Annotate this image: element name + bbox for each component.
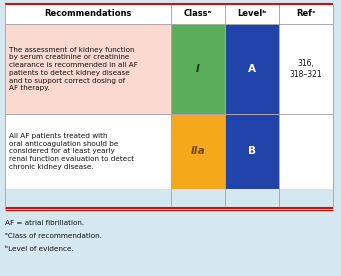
Text: All AF patients treated with
oral anticoagulation should be
considered for at le: All AF patients treated with oral antico… xyxy=(9,133,134,170)
Text: Refᶜ: Refᶜ xyxy=(296,9,316,18)
Text: Classᵃ: Classᵃ xyxy=(183,9,212,18)
Text: AF = atrial fibrillation.: AF = atrial fibrillation. xyxy=(5,220,84,226)
Text: ᵇLevel of evidence.: ᵇLevel of evidence. xyxy=(5,246,74,252)
Bar xyxy=(225,114,279,189)
Text: 316,
318–321: 316, 318–321 xyxy=(290,59,322,79)
Text: A: A xyxy=(248,64,256,74)
Bar xyxy=(5,114,170,189)
Text: The assessment of kidney function
by serum creatinine or creatinine
clearance is: The assessment of kidney function by ser… xyxy=(9,47,138,91)
Text: Recommendations: Recommendations xyxy=(44,9,132,18)
Bar xyxy=(279,24,333,114)
Bar xyxy=(5,4,333,24)
Bar xyxy=(225,24,279,114)
Text: IIa: IIa xyxy=(190,147,205,156)
Bar xyxy=(279,114,333,189)
Text: Levelᵇ: Levelᵇ xyxy=(237,9,266,18)
Text: ᵃClass of recommendation.: ᵃClass of recommendation. xyxy=(5,233,102,239)
Bar xyxy=(5,24,170,114)
Bar xyxy=(170,114,225,189)
Bar xyxy=(170,24,225,114)
Text: I: I xyxy=(196,64,199,74)
Text: B: B xyxy=(248,147,256,156)
